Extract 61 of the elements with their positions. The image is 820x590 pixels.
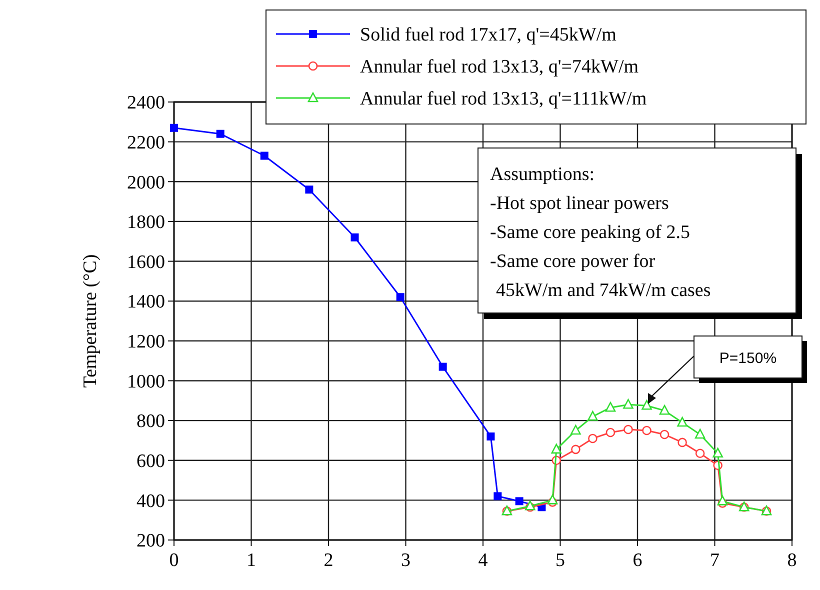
x-tick-label: 3 — [401, 550, 410, 571]
annotation: P=150% — [719, 350, 777, 367]
x-tick-label: 7 — [710, 550, 720, 571]
x-tick-label: 2 — [324, 550, 334, 571]
legend-label: Annular fuel rod 13x13, q'=111kW/m — [360, 88, 647, 110]
legend-label: Annular fuel rod 13x13, q'=74kW/m — [360, 56, 639, 78]
point — [642, 400, 652, 410]
point — [677, 416, 688, 427]
point — [717, 496, 728, 506]
legend-label: Solid fuel rod 17x17, q'=45kW/m — [360, 24, 617, 46]
x-tick-label: 1 — [246, 550, 256, 571]
point — [712, 448, 723, 458]
point — [486, 432, 495, 440]
point — [624, 424, 633, 434]
x-tick-label: 6 — [632, 550, 642, 571]
point — [642, 426, 652, 436]
point — [170, 124, 178, 132]
x-tick-label: 5 — [556, 550, 565, 571]
point — [494, 492, 502, 500]
y-tick-label: 1400 — [127, 292, 165, 313]
point — [396, 293, 404, 302]
x-tick-label: 0 — [169, 550, 179, 571]
y-tick-label: 600 — [136, 451, 165, 472]
y-tick-label: 1600 — [127, 252, 165, 273]
point — [678, 438, 687, 448]
annotation: Assumptions: — [490, 164, 595, 185]
annotation: -Same core power for — [490, 251, 656, 272]
point — [547, 494, 558, 504]
annotation: -Same core peaking of 2.5 — [490, 222, 690, 243]
point — [605, 402, 616, 412]
annotation: 45kW/m and 74kW/m cases — [496, 280, 711, 301]
y-tick-label: 2000 — [127, 172, 165, 194]
point — [659, 404, 670, 415]
point — [588, 434, 598, 444]
y-tick-label: 1200 — [127, 332, 165, 353]
point — [551, 444, 562, 454]
point — [515, 497, 524, 506]
point — [694, 428, 706, 439]
x-tick-label: 4 — [478, 550, 488, 571]
point — [216, 130, 224, 138]
y-tick-label: 1000 — [127, 371, 165, 392]
point — [588, 410, 598, 421]
point — [438, 362, 447, 371]
y-axis-title: Temperature (°C) — [80, 254, 101, 388]
point — [260, 152, 268, 160]
annotation: -Hot spot linear powers — [490, 193, 669, 214]
point — [660, 430, 670, 440]
point — [606, 428, 616, 438]
y-tick-label: 2400 — [127, 92, 165, 114]
point — [695, 448, 705, 458]
y-tick-label: 200 — [136, 530, 165, 552]
point — [623, 398, 634, 409]
y-tick-label: 400 — [136, 490, 165, 512]
point — [570, 424, 581, 435]
point — [350, 233, 359, 242]
point — [571, 444, 580, 454]
y-tick-label: 2200 — [127, 132, 165, 154]
y-tick-label: 800 — [136, 411, 165, 432]
y-tick-label: 1800 — [127, 212, 165, 234]
x-tick-label: 8 — [787, 550, 797, 571]
point — [305, 186, 314, 194]
